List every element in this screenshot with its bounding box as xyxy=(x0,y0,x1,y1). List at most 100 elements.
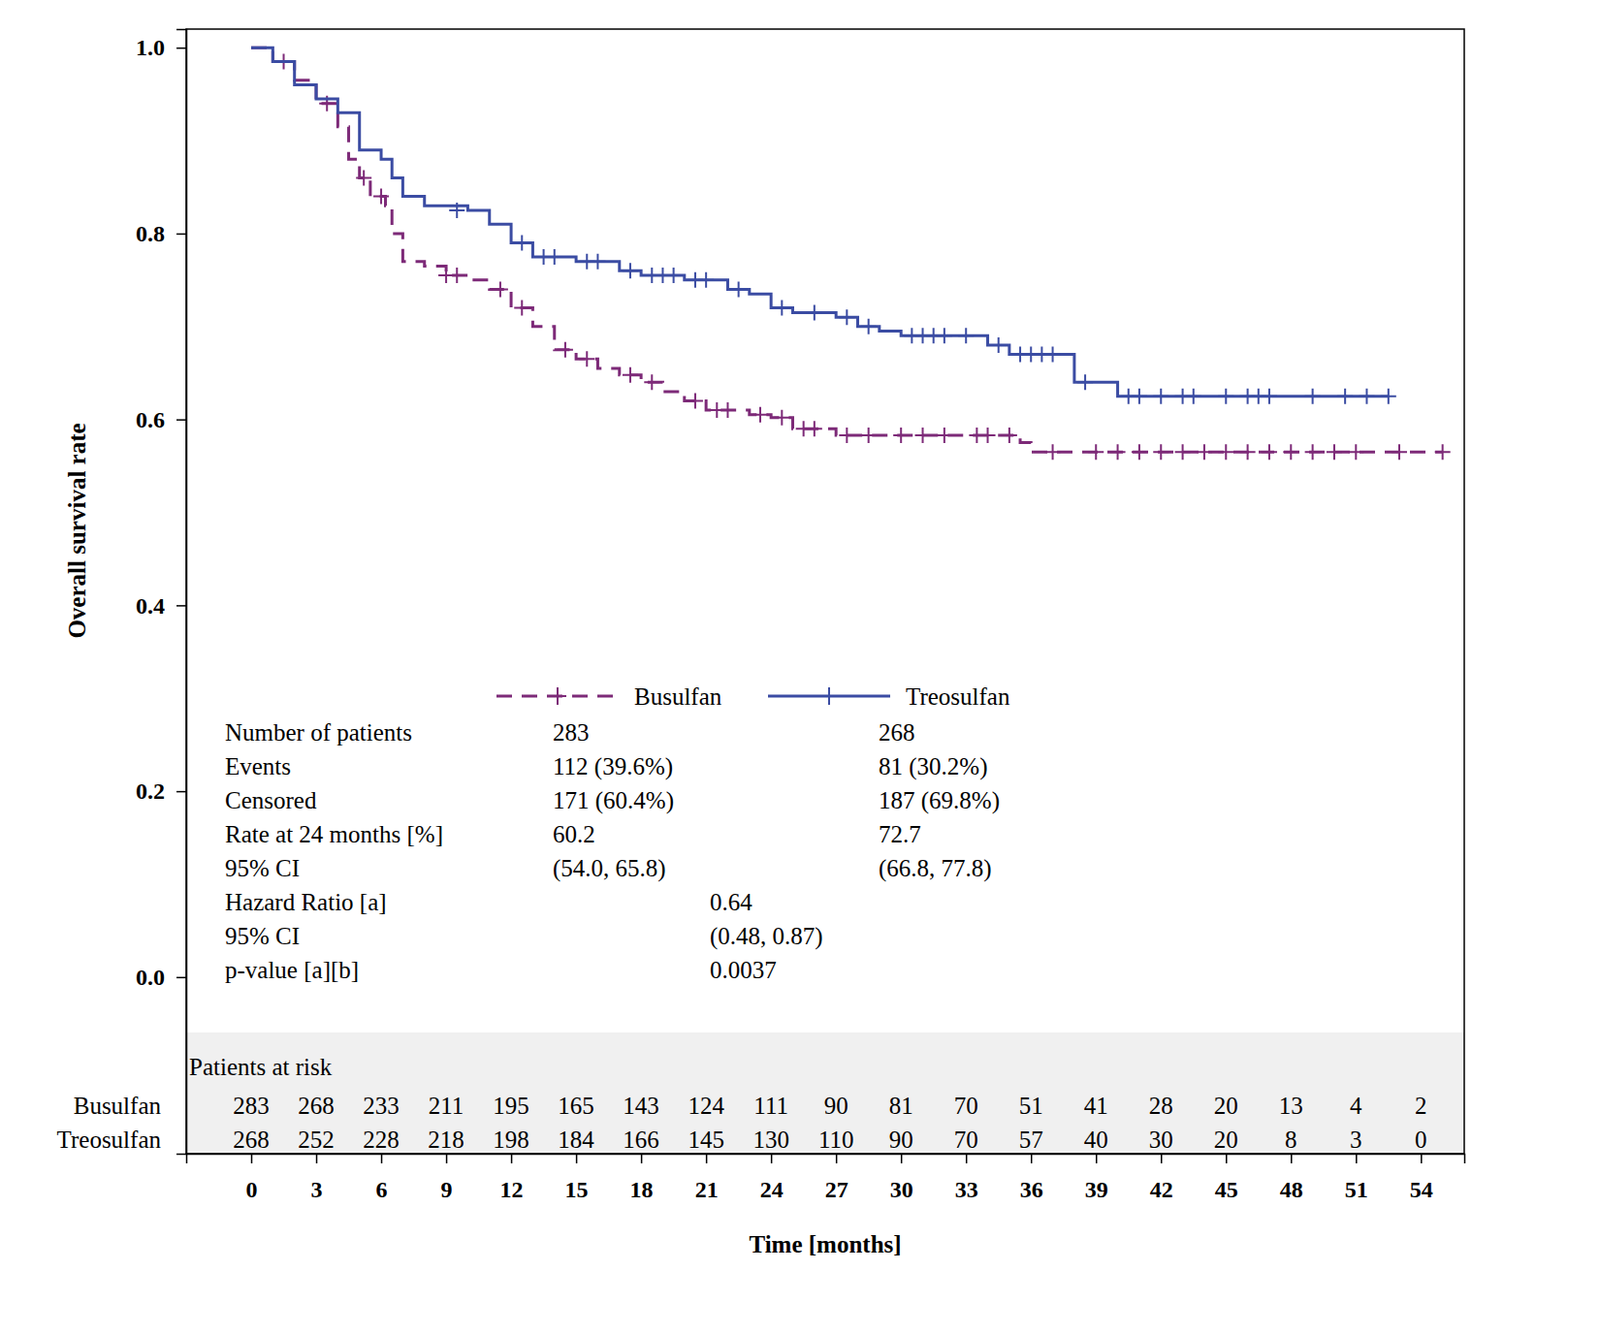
at-risk-value: 20 xyxy=(1214,1092,1239,1120)
legend-item: Busulfan xyxy=(496,683,723,710)
censor-mark xyxy=(936,327,953,344)
x-tick-mark xyxy=(1225,1153,1228,1164)
y-tick-label: 0.4 xyxy=(135,593,165,619)
stats-row: 95% CI(54.0, 65.8)(66.8, 77.8) xyxy=(224,855,992,883)
x-tick-label: 0 xyxy=(246,1177,258,1203)
x-tick-mark xyxy=(446,1153,448,1164)
at-risk-value: 252 xyxy=(297,1126,335,1153)
stats-value: (0.48, 0.87) xyxy=(709,923,824,951)
at-risk-value: 211 xyxy=(428,1092,465,1120)
at-risk-value: 283 xyxy=(232,1092,270,1120)
x-tick-mark xyxy=(770,1153,773,1164)
stats-value: 0.64 xyxy=(709,889,753,916)
stats-value: 268 xyxy=(878,719,916,746)
censor-mark xyxy=(1217,388,1234,405)
x-tick: 18 xyxy=(630,1153,654,1203)
censor-mark xyxy=(838,309,855,325)
y-tick-label: 0.0 xyxy=(135,964,165,991)
censor-mark xyxy=(1391,444,1408,460)
censor-mark xyxy=(513,300,530,317)
censor-mark xyxy=(557,342,574,358)
stats-row: Number of patients283268 xyxy=(224,719,916,746)
censor-mark xyxy=(838,427,855,444)
x-tick: 36 xyxy=(1020,1153,1044,1203)
at-risk-value: 51 xyxy=(1019,1092,1044,1120)
censor-mark xyxy=(773,300,790,317)
x-tick-label: 45 xyxy=(1215,1177,1239,1203)
stats-row: 95% CI (0.48, 0.87) xyxy=(224,923,824,951)
x-tick-label: 24 xyxy=(760,1177,784,1203)
stats-label: 95% CI xyxy=(224,923,300,950)
stats-row: Rate at 24 months [%]60.272.7 xyxy=(224,821,922,848)
censor-mark xyxy=(1261,388,1278,405)
at-risk-band xyxy=(186,1032,1465,1154)
x-tick: 33 xyxy=(955,1153,979,1203)
y-axis-title: Overall survival rate xyxy=(64,422,91,639)
x-tick-label: 21 xyxy=(695,1177,719,1203)
x-tick-label: 36 xyxy=(1020,1177,1044,1203)
censor-mark xyxy=(980,427,996,444)
at-risk-value: 4 xyxy=(1349,1092,1363,1120)
censor-mark xyxy=(643,374,660,390)
censor-mark xyxy=(578,351,595,367)
survival-curve xyxy=(251,47,1443,452)
x-tick: 30 xyxy=(890,1153,914,1203)
censor-mark xyxy=(1175,444,1191,460)
x-tick: 39 xyxy=(1085,1153,1109,1203)
at-risk-name: Treosulfan xyxy=(57,1126,162,1153)
y-tick: 1.0 xyxy=(135,34,187,61)
x-tick-mark xyxy=(1355,1153,1358,1164)
censor-mark xyxy=(1045,444,1061,460)
chart-root: 0.00.20.40.60.81.00369121518212427303336… xyxy=(0,0,1600,1334)
at-risk-name: Busulfan xyxy=(73,1092,162,1120)
x-tick-mark xyxy=(576,1153,578,1164)
censor-mark xyxy=(1131,444,1148,460)
x-tick-mark xyxy=(511,1153,513,1164)
censor-mark xyxy=(1152,388,1169,405)
censor-mark xyxy=(731,281,747,297)
censor-mark xyxy=(589,254,606,270)
at-risk-value: 233 xyxy=(362,1092,400,1120)
at-risk-value: 70 xyxy=(954,1126,979,1153)
censor-mark xyxy=(1077,374,1093,390)
censor-mark xyxy=(1305,388,1321,405)
at-risk-value: 184 xyxy=(557,1126,595,1153)
x-tick-mark xyxy=(640,1153,643,1164)
x-tick-label: 27 xyxy=(825,1177,849,1203)
stats-row: p-value [a][b]0.0037 xyxy=(224,957,777,984)
x-tick-label: 12 xyxy=(500,1177,524,1203)
censor-mark xyxy=(513,234,530,251)
x-tick: 21 xyxy=(695,1153,719,1203)
at-risk-value: 28 xyxy=(1149,1092,1174,1120)
x-tick: 24 xyxy=(760,1153,784,1203)
legend-label: Busulfan xyxy=(634,683,723,710)
x-tick: 51 xyxy=(1344,1153,1369,1203)
y-tick: 0.0 xyxy=(135,964,187,991)
y-tick: 0.6 xyxy=(135,407,187,433)
y-tick-mark xyxy=(176,977,187,980)
x-tick-label: 39 xyxy=(1085,1177,1109,1203)
censor-mark xyxy=(719,402,736,418)
at-risk-value: 198 xyxy=(492,1126,530,1153)
censor-mark xyxy=(991,337,1007,353)
at-risk-value: 20 xyxy=(1214,1126,1239,1153)
y-tick-mark xyxy=(176,233,187,236)
x-tick: 6 xyxy=(376,1153,388,1203)
x-tick-label: 3 xyxy=(311,1177,323,1203)
censor-mark xyxy=(806,304,823,320)
censor-mark xyxy=(622,367,639,384)
censor-mark xyxy=(1088,444,1104,460)
at-risk-value: 13 xyxy=(1279,1092,1304,1120)
stats-row: Hazard Ratio [a]0.64 xyxy=(224,889,753,916)
censor-mark xyxy=(915,427,931,444)
censor-mark xyxy=(687,392,704,409)
at-risk-value: 110 xyxy=(818,1126,855,1153)
y-axis: 0.00.20.40.60.81.0 xyxy=(135,30,188,1155)
at-risk-value: 130 xyxy=(752,1126,790,1153)
x-tick-mark xyxy=(705,1153,708,1164)
censor-mark xyxy=(1001,427,1018,444)
censor-mark xyxy=(1305,444,1321,460)
censor-mark xyxy=(752,407,768,423)
at-risk-value: 30 xyxy=(1149,1126,1174,1153)
at-risk-value: 70 xyxy=(954,1092,979,1120)
